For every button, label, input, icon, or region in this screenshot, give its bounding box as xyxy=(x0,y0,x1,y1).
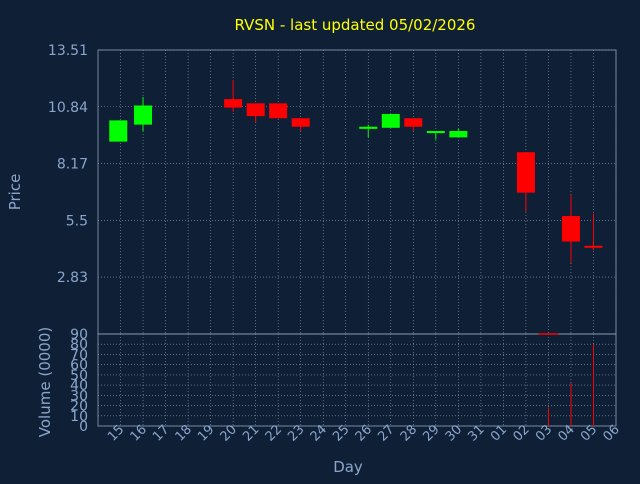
candle-body xyxy=(561,216,580,242)
volume-tick-label: 50 xyxy=(70,368,88,384)
price-tick-label: 8.17 xyxy=(57,157,88,173)
candle-body xyxy=(516,152,535,193)
candle-body xyxy=(291,118,310,127)
candle-body xyxy=(109,120,128,142)
price-tick-label: 10.84 xyxy=(48,100,88,116)
candle-body xyxy=(224,99,243,108)
price-axis-label: Price xyxy=(6,174,24,211)
candle-body xyxy=(381,113,400,128)
candle-body xyxy=(426,130,445,134)
volume-tick-label: 10 xyxy=(70,409,88,425)
volume-plot-frame xyxy=(97,333,617,427)
price-tick-label: 5.5 xyxy=(66,213,88,229)
price-tick-label: 2.83 xyxy=(57,270,88,286)
x-ticks: 15 16 17 18 19 20 21 22 23 24 25 26 27 28 29 30 31 01 02 03… xyxy=(105,422,623,444)
candle-body xyxy=(404,118,423,127)
candle-body xyxy=(359,126,378,129)
volume-tick-label: 40 xyxy=(70,378,88,394)
volume-axis-label: Volume (0000) xyxy=(36,327,54,437)
chart-title: RVSN - last updated 05/02/2026 xyxy=(235,16,476,34)
candle-body xyxy=(246,103,265,117)
x-axis-label: Day xyxy=(333,458,363,476)
volume-tick-label: 0 xyxy=(79,419,88,435)
volume-tick-label: 60 xyxy=(70,358,88,374)
volume-tick-label: 30 xyxy=(70,388,88,404)
volume-tick-label: 70 xyxy=(70,347,88,363)
volume-tick-label: 80 xyxy=(70,337,88,353)
volume-tick-label: 90 xyxy=(70,327,88,343)
candles xyxy=(109,79,603,263)
price-ticks: 13.51 10.84 8.17 5.5 2.83 xyxy=(48,43,88,286)
plot-frames xyxy=(97,49,617,427)
volume-tick-label: 20 xyxy=(70,399,88,415)
candle-body xyxy=(134,105,153,125)
price-tick-label: 13.51 xyxy=(48,43,88,59)
candle-body xyxy=(584,245,603,248)
candle-body xyxy=(269,103,288,119)
candle-body xyxy=(449,130,468,138)
volume-bars xyxy=(538,333,594,426)
